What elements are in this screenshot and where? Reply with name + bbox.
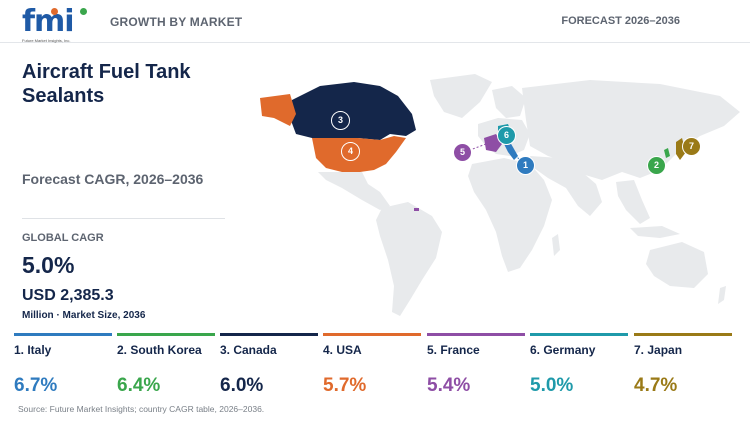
country-card-japan[interactable]: 7. Japan 4.7% — [634, 333, 732, 396]
market-size-label: Million · Market Size, 2036 — [22, 310, 146, 321]
country-card-usa[interactable]: 4. USA 5.7% — [323, 333, 421, 396]
country-cagr-value: 4.7% — [634, 375, 678, 396]
map-greenland — [430, 74, 492, 118]
country-name: 3. Canada — [220, 343, 277, 357]
page-title: Aircraft Fuel Tank Sealants — [22, 61, 191, 107]
map-marker-canada[interactable]: 3 — [331, 111, 350, 130]
leader-line-france — [469, 143, 487, 151]
fmi-logo[interactable]: fmi Future Market Insights, Inc. — [22, 6, 92, 46]
country-color-bar — [323, 333, 421, 336]
logo-dot-orange — [51, 8, 58, 15]
map-marker-usa[interactable]: 4 — [341, 142, 360, 161]
country-card-france[interactable]: 5. France 5.4% — [427, 333, 525, 396]
map-australia — [646, 242, 708, 288]
map-marker-south-korea[interactable]: 2 — [647, 156, 666, 175]
country-color-bar — [220, 333, 318, 336]
map-canada — [290, 82, 416, 140]
map-indonesia — [630, 226, 680, 238]
global-cagr-value: 5.0% — [22, 252, 75, 278]
map-southeast-asia — [616, 180, 650, 224]
country-name: 4. USA — [323, 343, 362, 357]
source-note: Source: Future Market Insights; country … — [18, 404, 265, 414]
market-size-value: USD 2,385.3 — [22, 287, 114, 304]
country-card-south-korea[interactable]: 2. South Korea 6.4% — [117, 333, 215, 396]
forecast-cagr-label: Forecast CAGR, 2026–2036 — [22, 171, 204, 187]
country-color-bar — [14, 333, 112, 336]
logo-text: fmi — [22, 4, 75, 39]
map-south-america — [376, 202, 442, 316]
map-marker-germany[interactable]: 6 — [497, 126, 516, 145]
logo-dot-green — [80, 8, 87, 15]
country-cagr-value: 6.4% — [117, 375, 161, 396]
map-south-korea — [664, 148, 670, 158]
forecast-period-label: FORECAST 2026–2036 — [561, 15, 680, 27]
country-cagr-value: 5.7% — [323, 375, 367, 396]
map-madagascar — [552, 234, 560, 256]
divider — [22, 218, 225, 219]
logo-subtext: Future Market Insights, Inc. — [22, 38, 71, 43]
country-name: 1. Italy — [14, 343, 52, 357]
country-cagr-value: 6.0% — [220, 375, 264, 396]
map-marker-japan[interactable]: 7 — [682, 137, 701, 156]
map-central-america — [318, 172, 390, 210]
header-bar: fmi Future Market Insights, Inc. GROWTH … — [0, 0, 750, 43]
country-color-bar — [117, 333, 215, 336]
country-color-bar — [427, 333, 525, 336]
country-name: 5. France — [427, 343, 480, 357]
map-south-asia — [530, 156, 602, 216]
country-name: 7. Japan — [634, 343, 683, 357]
country-cagr-list: 1. Italy 6.7% 2. South Korea 6.4% 3. Can… — [0, 333, 750, 403]
map-scandinavia — [492, 86, 526, 118]
map-marker-france[interactable]: 5 — [453, 143, 472, 162]
country-card-canada[interactable]: 3. Canada 6.0% — [220, 333, 318, 396]
map-alaska — [260, 94, 296, 126]
country-cagr-value: 6.7% — [14, 375, 58, 396]
map-asia — [522, 80, 740, 180]
global-cagr-label: GLOBAL CAGR — [22, 232, 104, 244]
country-color-bar — [530, 333, 628, 336]
map-puerto-rico — [414, 208, 419, 211]
country-color-bar — [634, 333, 732, 336]
country-cagr-value: 5.0% — [530, 375, 574, 396]
country-name: 6. Germany — [530, 343, 596, 357]
map-africa — [468, 158, 552, 272]
country-card-italy[interactable]: 1. Italy 6.7% — [14, 333, 112, 396]
world-map-svg — [260, 74, 740, 316]
map-italy — [504, 142, 518, 160]
map-marker-italy[interactable]: 1 — [516, 156, 535, 175]
country-name: 2. South Korea — [117, 343, 202, 357]
map-new-zealand — [718, 286, 726, 304]
country-card-germany[interactable]: 6. Germany 5.0% — [530, 333, 628, 396]
growth-by-market-label: GROWTH BY MARKET — [110, 15, 243, 29]
world-map: 1 2 3 4 5 6 7 — [230, 60, 750, 340]
country-cagr-value: 5.4% — [427, 375, 471, 396]
